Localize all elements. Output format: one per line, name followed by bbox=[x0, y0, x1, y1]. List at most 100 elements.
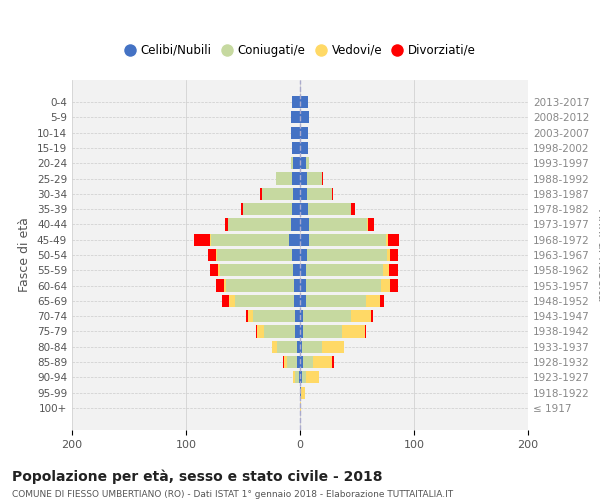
Bar bbox=[210, 234, 211, 246]
Bar bbox=[390, 280, 398, 291]
Bar bbox=[365, 326, 366, 338]
Bar bbox=[295, 326, 300, 338]
Bar bbox=[215, 280, 224, 291]
Bar bbox=[224, 280, 226, 291]
Bar bbox=[215, 249, 217, 261]
Bar bbox=[292, 249, 300, 261]
Bar bbox=[300, 234, 309, 246]
Bar bbox=[300, 157, 306, 170]
Bar bbox=[332, 356, 334, 368]
Bar bbox=[283, 356, 284, 368]
Bar bbox=[300, 218, 309, 230]
Bar bbox=[263, 326, 295, 338]
Bar bbox=[194, 234, 210, 246]
Bar bbox=[300, 310, 304, 322]
Bar bbox=[291, 111, 300, 124]
Bar bbox=[289, 234, 300, 246]
Bar bbox=[300, 340, 302, 353]
Bar bbox=[300, 142, 308, 154]
Bar bbox=[306, 264, 383, 276]
Bar bbox=[256, 326, 257, 338]
Text: Popolazione per età, sesso e stato civile - 2018: Popolazione per età, sesso e stato civil… bbox=[12, 470, 383, 484]
Bar bbox=[291, 157, 293, 170]
Bar bbox=[304, 356, 313, 368]
Bar bbox=[300, 96, 308, 108]
Bar bbox=[223, 295, 229, 307]
Bar bbox=[296, 356, 300, 368]
Bar bbox=[300, 326, 304, 338]
Bar bbox=[388, 234, 399, 246]
Bar bbox=[313, 356, 332, 368]
Bar bbox=[217, 249, 292, 261]
Bar bbox=[247, 310, 248, 322]
Bar bbox=[302, 372, 306, 384]
Bar bbox=[390, 249, 398, 261]
Bar bbox=[342, 326, 365, 338]
Bar bbox=[371, 310, 373, 322]
Bar bbox=[332, 188, 333, 200]
Bar bbox=[352, 203, 355, 215]
Bar bbox=[292, 203, 300, 215]
Bar bbox=[301, 386, 305, 399]
Bar bbox=[241, 203, 243, 215]
Bar bbox=[300, 402, 301, 414]
Bar bbox=[307, 172, 322, 184]
Bar bbox=[306, 157, 309, 170]
Bar bbox=[211, 234, 289, 246]
Bar bbox=[366, 295, 380, 307]
Bar bbox=[300, 386, 301, 399]
Bar bbox=[306, 295, 366, 307]
Bar bbox=[295, 310, 300, 322]
Bar bbox=[225, 218, 228, 230]
Bar bbox=[300, 264, 306, 276]
Bar bbox=[292, 172, 300, 184]
Text: COMUNE DI FIESSO UMBERTIANO (RO) - Dati ISTAT 1° gennaio 2018 - Elaborazione TUT: COMUNE DI FIESSO UMBERTIANO (RO) - Dati … bbox=[12, 490, 453, 499]
Bar bbox=[383, 264, 389, 276]
Bar bbox=[309, 234, 386, 246]
Bar bbox=[276, 172, 292, 184]
Bar bbox=[299, 372, 300, 384]
Bar bbox=[300, 356, 304, 368]
Bar bbox=[292, 142, 300, 154]
Bar bbox=[308, 203, 352, 215]
Bar bbox=[381, 280, 390, 291]
Bar bbox=[218, 264, 220, 276]
Bar bbox=[322, 172, 323, 184]
Bar bbox=[300, 249, 307, 261]
Bar bbox=[262, 188, 293, 200]
Bar bbox=[306, 372, 319, 384]
Bar bbox=[295, 295, 300, 307]
Bar bbox=[300, 203, 308, 215]
Bar bbox=[300, 111, 309, 124]
Bar bbox=[248, 310, 253, 322]
Bar bbox=[287, 356, 296, 368]
Bar bbox=[220, 264, 293, 276]
Bar bbox=[293, 188, 300, 200]
Bar bbox=[300, 280, 306, 291]
Bar bbox=[307, 249, 386, 261]
Bar bbox=[389, 264, 398, 276]
Bar bbox=[295, 280, 300, 291]
Bar bbox=[380, 295, 385, 307]
Bar bbox=[228, 218, 291, 230]
Bar bbox=[386, 234, 388, 246]
Bar bbox=[295, 372, 299, 384]
Bar bbox=[293, 157, 300, 170]
Bar bbox=[253, 310, 295, 322]
Bar bbox=[226, 280, 295, 291]
Bar bbox=[307, 188, 332, 200]
Bar bbox=[291, 218, 300, 230]
Bar bbox=[243, 203, 292, 215]
Y-axis label: Fasce di età: Fasce di età bbox=[19, 218, 31, 292]
Bar bbox=[260, 188, 262, 200]
Bar bbox=[322, 340, 344, 353]
Bar bbox=[367, 218, 368, 230]
Bar bbox=[300, 295, 306, 307]
Bar bbox=[293, 372, 295, 384]
Bar bbox=[293, 264, 300, 276]
Bar bbox=[300, 172, 307, 184]
Bar bbox=[300, 188, 307, 200]
Bar bbox=[277, 340, 296, 353]
Bar bbox=[235, 295, 295, 307]
Bar bbox=[296, 340, 300, 353]
